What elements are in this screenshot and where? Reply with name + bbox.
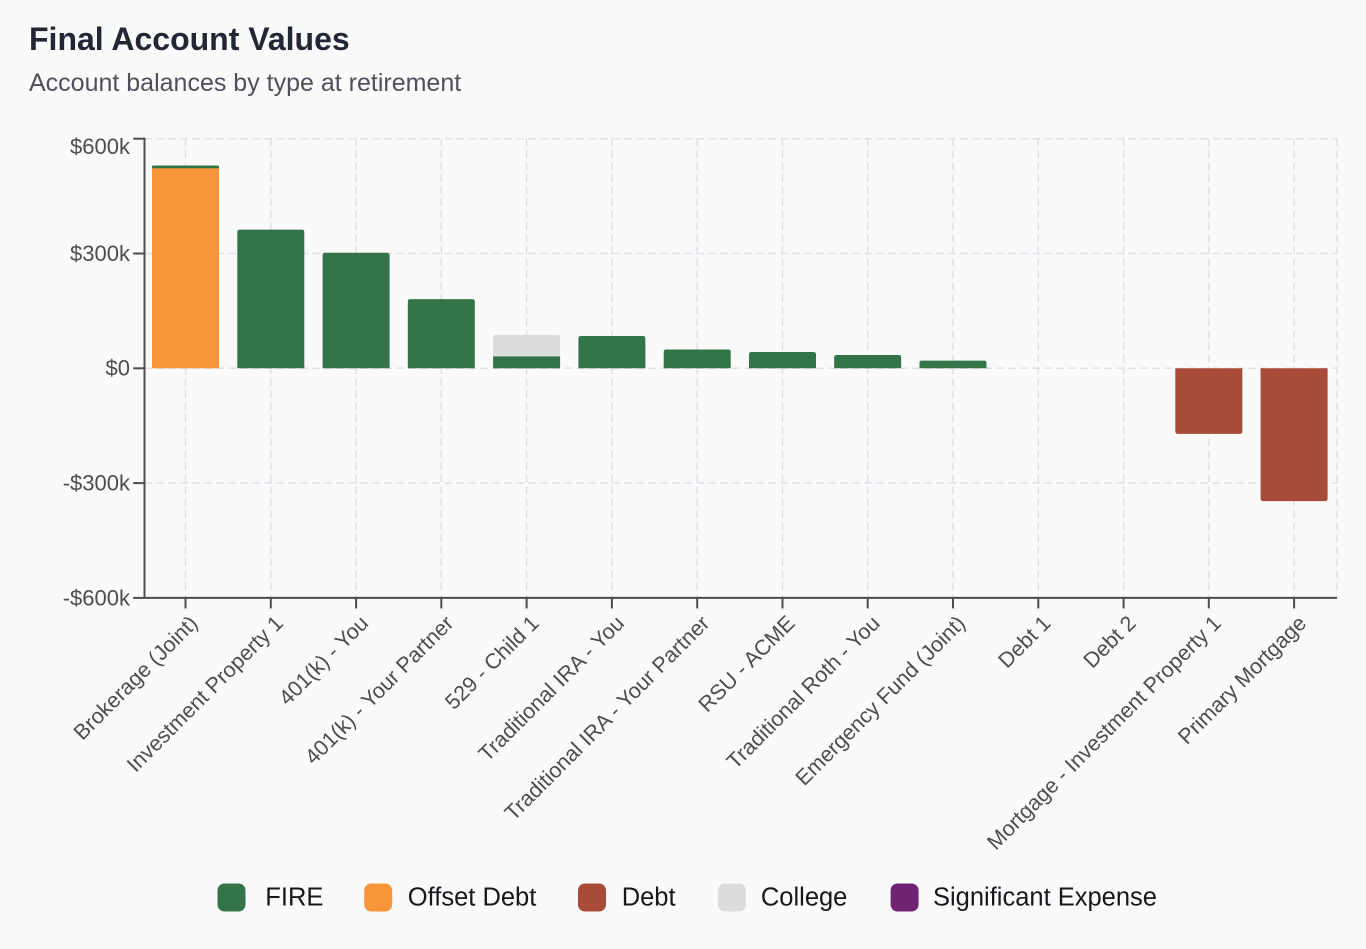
svg-text:Account balances by type at re: Account balances by type at retirement: [29, 69, 461, 97]
svg-text:-$300k: -$300k: [63, 471, 131, 496]
svg-text:Offset Debt: Offset Debt: [408, 884, 537, 912]
svg-text:College: College: [761, 884, 847, 912]
svg-text:FIRE: FIRE: [265, 884, 323, 912]
svg-text:$0: $0: [106, 356, 130, 381]
svg-text:Significant Expense: Significant Expense: [933, 884, 1157, 912]
svg-text:-$600k: -$600k: [63, 585, 131, 610]
svg-text:Debt: Debt: [622, 884, 676, 912]
svg-text:$300k: $300k: [70, 241, 131, 266]
svg-text:Final Account Values: Final Account Values: [29, 21, 350, 57]
svg-text:$600k: $600k: [70, 134, 131, 159]
